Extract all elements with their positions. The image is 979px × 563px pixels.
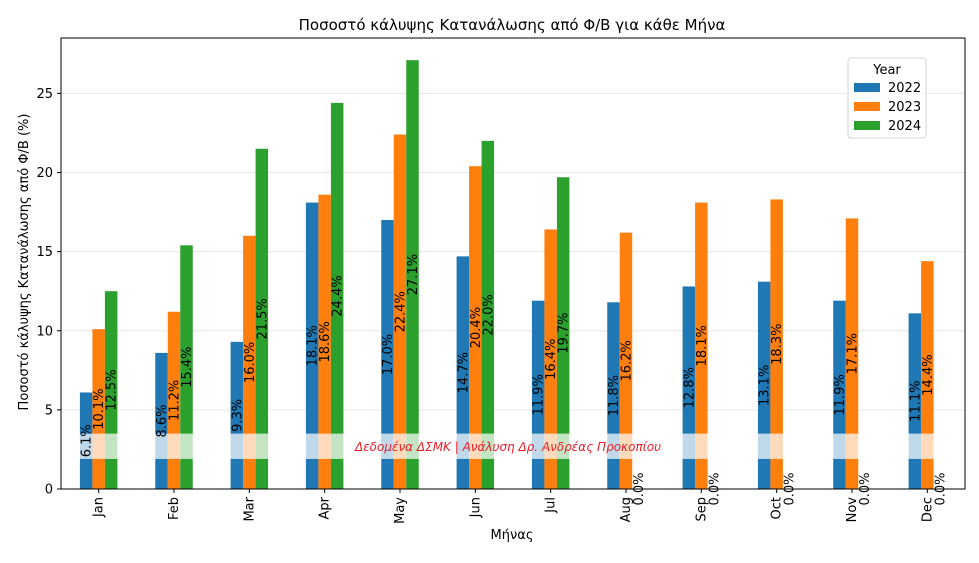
- bar-2023-dec: [921, 261, 934, 489]
- bar-label: 11.9%: [833, 374, 848, 415]
- bar-2023-apr: [318, 194, 331, 490]
- watermark-band: [71, 433, 955, 459]
- legend-swatch-2023: [854, 102, 880, 111]
- bar-label: 24.4%: [331, 275, 346, 316]
- bar-label: 15.4%: [180, 346, 195, 387]
- watermark-text: Δεδομένα ΔΣΜΚ | Ανάλυση Δρ. Ανδρέας Προκ…: [354, 440, 661, 454]
- bar-2023-sep: [695, 202, 708, 489]
- bar-2023-mar: [243, 235, 256, 489]
- x-tick-label: Feb: [167, 497, 182, 520]
- y-tick-label: 0: [45, 483, 53, 498]
- bar-label: 20.4%: [469, 307, 484, 348]
- bars-group: [79, 60, 934, 490]
- bar-label: 13.1%: [758, 365, 773, 406]
- legend-label-2022: 2022: [888, 81, 921, 96]
- x-tick-label: Jan: [92, 497, 107, 518]
- bar-label: 16.0%: [243, 342, 258, 383]
- watermark-annotation: Δεδομένα ΔΣΜΚ | Ανάλυση Δρ. Ανδρέας Προκ…: [71, 433, 955, 459]
- bar-label: 17.0%: [381, 334, 396, 375]
- bar-2024-jul: [556, 177, 570, 489]
- bar-label: 17.1%: [846, 333, 861, 374]
- x-axis-ticks: Jan Feb Mar Apr May Jun Jul Aug Sep Oct Nov Dec: [92, 489, 935, 524]
- bar-2024-apr: [330, 102, 344, 489]
- y-tick-label: 25: [36, 87, 53, 102]
- legend-box: [847, 57, 927, 139]
- bar-2024-jun: [481, 140, 495, 489]
- legend-swatch-2024: [854, 121, 880, 130]
- x-tick-label: Jul: [544, 497, 559, 514]
- bar-label: 18.3%: [770, 324, 785, 365]
- bar-label: 11.8%: [607, 375, 622, 416]
- bar-label: 19.7%: [557, 312, 572, 353]
- y-tick-label: 15: [36, 245, 53, 260]
- bar-2023-nov: [845, 218, 859, 489]
- bar-label: 12.8%: [682, 367, 697, 408]
- bar-label: 14.7%: [456, 352, 471, 393]
- y-tick-label: 20: [36, 166, 53, 181]
- bar-label: 14.4%: [921, 354, 936, 395]
- x-tick-label: Jun: [468, 497, 483, 518]
- x-tick-label: Apr: [318, 496, 333, 519]
- bar-2024-feb: [180, 245, 193, 489]
- legend-title: Year: [872, 63, 901, 78]
- y-axis-label: Ποσοστό κάλυψης Κατανάλωσης από Φ/Β (%): [17, 114, 32, 411]
- bar-2023-aug: [619, 232, 633, 490]
- bar-label: 10.1%: [92, 388, 107, 429]
- bar-label: 0.0%: [632, 472, 647, 505]
- bar-label: 27.1%: [406, 254, 421, 295]
- bar-2022-apr: [305, 202, 319, 489]
- x-tick-label: Oct: [770, 497, 785, 519]
- gridlines: [61, 92, 965, 411]
- bar-2024-may: [406, 60, 419, 489]
- bar-label: 16.4%: [544, 339, 559, 380]
- bar-label: 8.6%: [155, 404, 170, 437]
- legend-label-2023: 2023: [888, 100, 921, 115]
- bar-2024-mar: [255, 148, 269, 490]
- x-axis-label: Μήνας: [491, 528, 534, 543]
- x-tick-label: Aug: [619, 497, 634, 522]
- bar-2023-may: [393, 134, 407, 489]
- bar-label: 22.0%: [481, 294, 496, 335]
- bar-label: 18.1%: [695, 325, 710, 366]
- x-tick-label: Dec: [920, 497, 935, 522]
- plot-frame: [60, 37, 966, 490]
- x-tick-label: Mar: [242, 496, 257, 521]
- chart-title: Ποσοστό κάλυψης Κατανάλωσης από Φ/Β για …: [299, 16, 726, 34]
- y-tick-label: 10: [36, 324, 53, 339]
- bar-2023-jul: [544, 229, 557, 490]
- legend: Year 2022 2023 2024: [847, 57, 927, 139]
- bar-label: 0.0%: [783, 472, 798, 505]
- x-tick-label: May: [393, 497, 408, 524]
- bar-label: 18.1%: [306, 325, 321, 366]
- bar-label: 21.5%: [255, 298, 270, 339]
- bar-2022-jun: [456, 256, 470, 489]
- x-tick-label: Nov: [845, 497, 860, 523]
- bar-label: 11.9%: [532, 374, 547, 415]
- bar-label: 9.3%: [230, 399, 245, 432]
- y-axis-ticks: 0 5 10 15 20 25: [36, 87, 61, 498]
- legend-swatch-2022: [854, 83, 880, 92]
- bar-2023-jun: [469, 166, 482, 489]
- x-tick-label: Sep: [694, 497, 709, 522]
- bar-labels-group: 6.1%10.1%12.5% 8.6%11.2%15.4% 9.3% 16.0% 21.…: [80, 254, 949, 506]
- bar-2022-may: [381, 219, 394, 489]
- bar-label: 0.0%: [933, 472, 948, 505]
- legend-label-2024: 2024: [888, 119, 921, 134]
- bar-label: 11.1%: [908, 381, 923, 422]
- bar-label: 12.5%: [105, 369, 120, 410]
- bar-label: 6.1%: [80, 424, 95, 457]
- bar-2023-oct: [770, 199, 783, 489]
- y-tick-label: 5: [45, 403, 53, 418]
- bar-label: 18.6%: [318, 321, 333, 362]
- bar-label: 0.0%: [707, 472, 722, 505]
- bar-label: 16.2%: [620, 340, 635, 381]
- bar-label: 22.4%: [394, 291, 409, 332]
- bar-label: 0.0%: [858, 472, 873, 505]
- bar-label: 11.2%: [168, 380, 183, 421]
